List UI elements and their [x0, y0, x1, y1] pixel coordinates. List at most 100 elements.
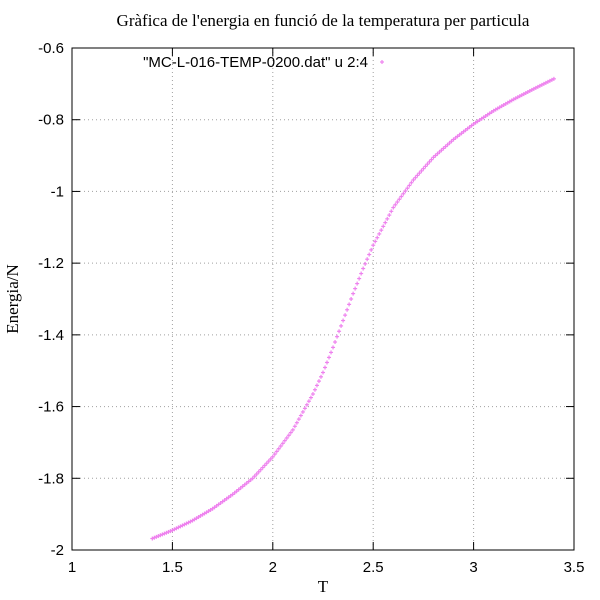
data-point [278, 444, 283, 449]
data-point [188, 519, 193, 524]
data-point [274, 449, 279, 454]
data-point [441, 146, 446, 151]
data-point [503, 101, 508, 106]
data-point [457, 132, 462, 137]
data-point [389, 209, 394, 214]
data-point [545, 79, 550, 84]
data-point [200, 512, 205, 517]
data-point [218, 501, 223, 506]
x-tick-label: 2.5 [363, 559, 384, 576]
data-point [547, 78, 552, 83]
data-point [286, 433, 291, 438]
data-point [477, 118, 482, 123]
data-point [164, 530, 169, 535]
data-point [168, 529, 173, 534]
data-point [375, 235, 380, 240]
x-tick-label: 1 [68, 559, 76, 576]
data-point [499, 104, 504, 109]
data-point [461, 129, 466, 134]
data-point [208, 507, 213, 512]
data-point [198, 513, 203, 518]
data-point [194, 516, 199, 521]
data-point [333, 340, 338, 345]
data-point [479, 116, 484, 121]
data-point [230, 492, 235, 497]
data-point [425, 162, 430, 167]
data-point [401, 191, 406, 196]
data-points-layer [150, 76, 556, 541]
data-point [473, 120, 478, 125]
data-point [531, 86, 536, 91]
data-point [361, 266, 366, 271]
data-point [431, 155, 436, 160]
data-point [411, 177, 416, 182]
data-point [276, 446, 281, 451]
data-point [517, 94, 522, 99]
data-point [387, 213, 392, 218]
data-point [459, 131, 464, 136]
y-tick-label: -0.6 [38, 40, 64, 57]
data-point [369, 247, 374, 252]
data-point [264, 461, 269, 466]
data-point [497, 105, 502, 110]
data-point [258, 467, 263, 472]
data-point [429, 157, 434, 162]
data-point [529, 87, 534, 92]
data-point [170, 528, 175, 533]
data-point [210, 506, 215, 511]
data-point [383, 220, 388, 225]
data-point [341, 318, 346, 323]
data-point [166, 529, 171, 534]
data-point [240, 484, 245, 489]
data-point [178, 524, 183, 529]
data-point [232, 490, 237, 495]
data-point [551, 76, 556, 81]
data-point [250, 476, 255, 481]
data-point [196, 515, 201, 520]
data-point [226, 495, 231, 500]
data-point [367, 252, 372, 257]
data-point [186, 520, 191, 525]
data-point [405, 186, 410, 191]
data-point [421, 166, 426, 171]
data-point [292, 424, 297, 429]
data-point [485, 112, 490, 117]
plot-frame [71, 47, 575, 551]
data-point [395, 200, 400, 205]
data-point [413, 175, 418, 180]
data-point [316, 379, 321, 384]
data-point [519, 93, 524, 98]
data-point [427, 159, 432, 164]
data-point [353, 286, 358, 291]
y-axis-label: Energia/N [3, 264, 22, 334]
x-tick-label: 3.5 [564, 559, 585, 576]
data-point [357, 276, 362, 281]
data-point [304, 402, 309, 407]
data-point [493, 107, 498, 112]
data-point [220, 499, 225, 504]
data-point [214, 503, 219, 508]
data-point [379, 228, 384, 233]
data-point [447, 141, 452, 146]
data-point [335, 334, 340, 339]
data-point [351, 291, 356, 296]
data-point [172, 527, 177, 532]
data-point [318, 374, 323, 379]
data-point [248, 477, 253, 482]
data-point [549, 77, 554, 82]
y-tick-label: -0.8 [38, 112, 64, 129]
data-point [423, 164, 428, 169]
data-point [302, 406, 307, 411]
data-point [294, 420, 299, 425]
data-point [236, 487, 241, 492]
data-point [270, 454, 275, 459]
data-point [487, 111, 492, 116]
data-point [483, 114, 488, 119]
data-point [182, 522, 187, 527]
data-point [349, 297, 354, 301]
data-point [339, 323, 344, 328]
data-point [355, 281, 360, 286]
data-point [174, 526, 179, 531]
